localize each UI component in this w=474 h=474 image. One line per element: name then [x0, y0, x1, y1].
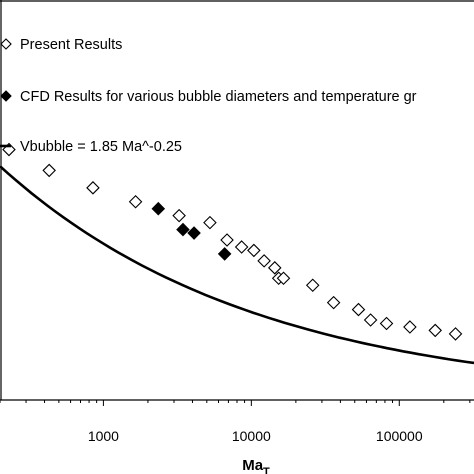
fit-curve [0, 165, 474, 365]
legend-label: CFD Results for various bubble diameters… [20, 89, 417, 105]
present-data-point [234, 240, 249, 254]
cfd-data-point [217, 247, 232, 261]
present-data-point [326, 295, 341, 310]
x-tick-label: 1000 [88, 428, 119, 444]
x-axis-title: MaT [242, 457, 270, 474]
present-data-point [86, 181, 100, 195]
cfd-data-point [151, 201, 166, 216]
present-data-point [305, 278, 320, 292]
plot-frame [0, 0, 474, 401]
legend-label: Vbubble = 1.85 Ma^-0.25 [20, 139, 182, 155]
present-data-point [42, 163, 56, 178]
present-data-point [276, 271, 291, 286]
x-tick-label: 100000 [376, 428, 423, 444]
cfd-data-point [176, 222, 190, 237]
legend-filled-diamond [0, 90, 12, 102]
x-axis-ticks: 1000 10000 100000 [0, 400, 471, 444]
present-data-point [448, 327, 463, 341]
present-data-point [267, 261, 282, 275]
present-data-point [257, 254, 271, 268]
present-data-point [351, 302, 366, 317]
present-data-point [203, 215, 217, 230]
present-data-point [428, 323, 443, 338]
present-data-point [363, 313, 378, 327]
present-data-point [2, 142, 16, 157]
present-data-point [247, 243, 261, 258]
x-axis-title-main: Ma [242, 457, 263, 474]
present-data-point [379, 316, 394, 331]
cfd-data-point [187, 226, 201, 240]
legend-label: Present Results [20, 37, 122, 53]
present-data-point [172, 208, 186, 223]
x-tick-label: 10000 [232, 428, 271, 444]
legend-open-diamond [0, 38, 12, 50]
legend: Present Results CFD Results for various b… [0, 37, 417, 155]
present-data-point [220, 233, 234, 247]
present-data-point [403, 320, 417, 334]
fit-curve-line [0, 165, 474, 365]
data-markers [2, 142, 463, 341]
x-axis-title-subscript: T [263, 466, 270, 474]
present-data-point [128, 194, 143, 209]
